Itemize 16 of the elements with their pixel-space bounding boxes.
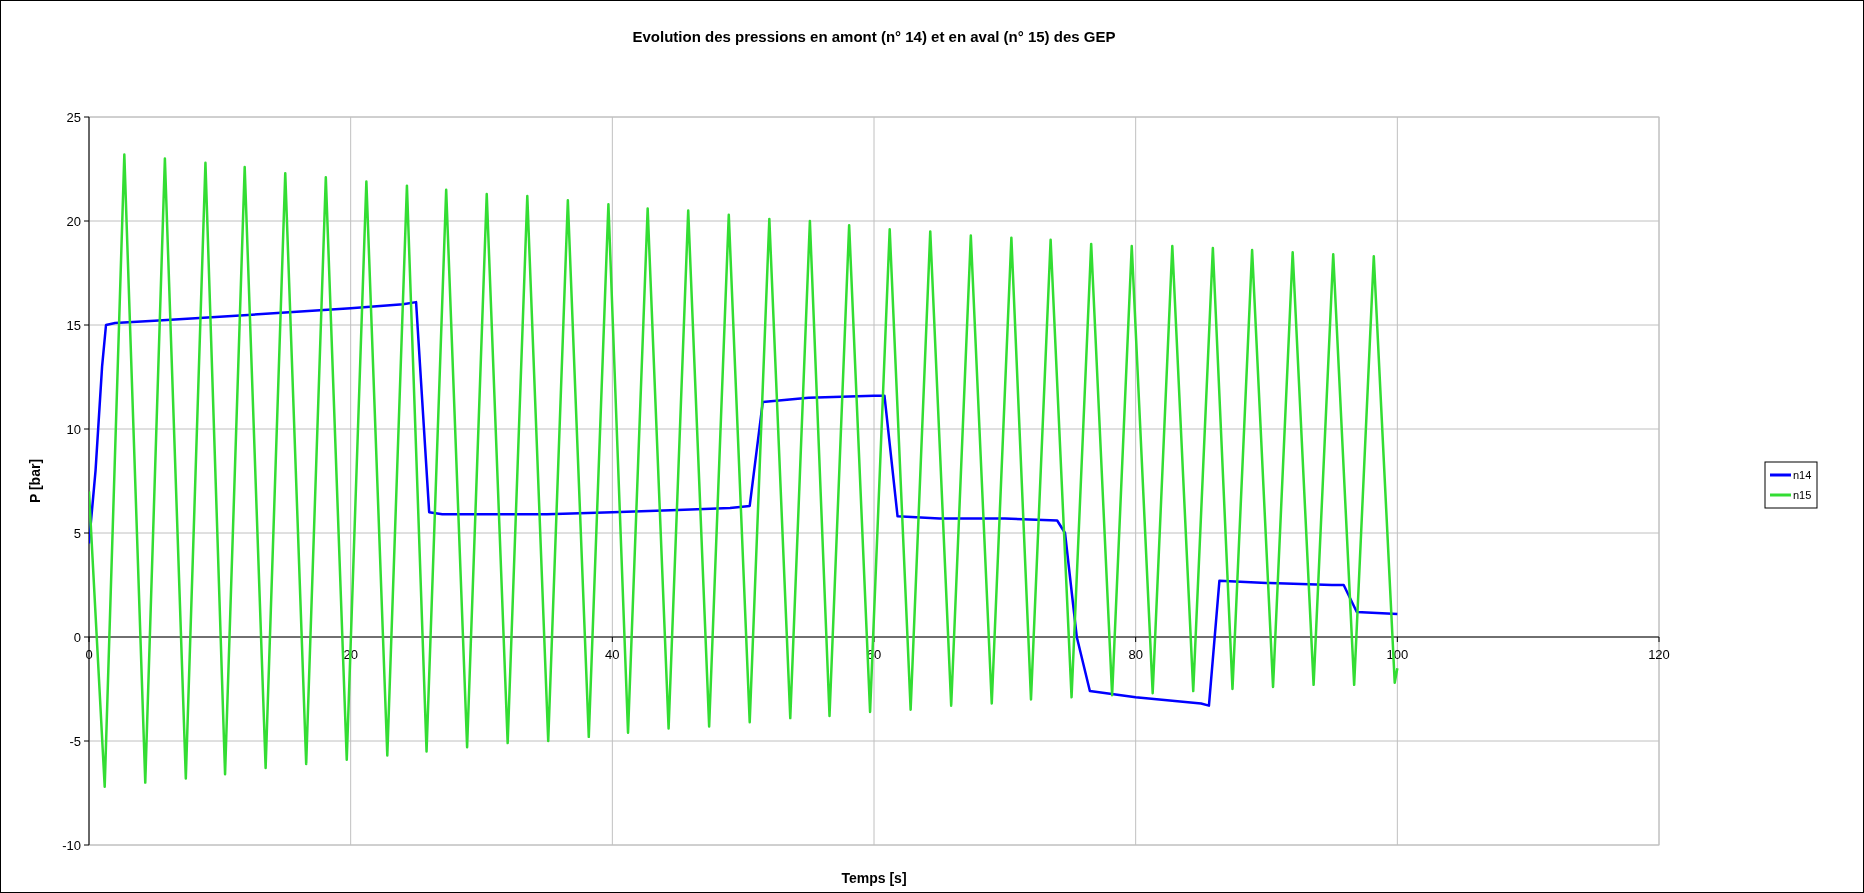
x-tick-label: 40	[605, 647, 620, 662]
y-tick-label: 25	[66, 109, 81, 125]
chart-title: Evolution des pressions en amont (n° 14) et en aval (n° 15) des GEP	[632, 28, 1116, 45]
y-tick-label: 5	[73, 525, 81, 541]
y-tick-label: 20	[66, 213, 81, 229]
x-tick-label: 80	[1128, 647, 1143, 662]
y-tick-label: 0	[73, 629, 81, 645]
legend-label: n15	[1793, 488, 1812, 501]
y-tick-label: -10	[62, 837, 81, 853]
x-tick-label: 120	[1648, 647, 1670, 662]
x-axis-title: Temps [s]	[841, 870, 907, 886]
y-axis-title: P [bar]	[27, 458, 43, 504]
y-tick-label: 15	[66, 317, 81, 333]
y-tick-label: -5	[69, 733, 81, 749]
legend-label: n14	[1793, 468, 1812, 481]
y-tick-label: 10	[66, 421, 81, 437]
